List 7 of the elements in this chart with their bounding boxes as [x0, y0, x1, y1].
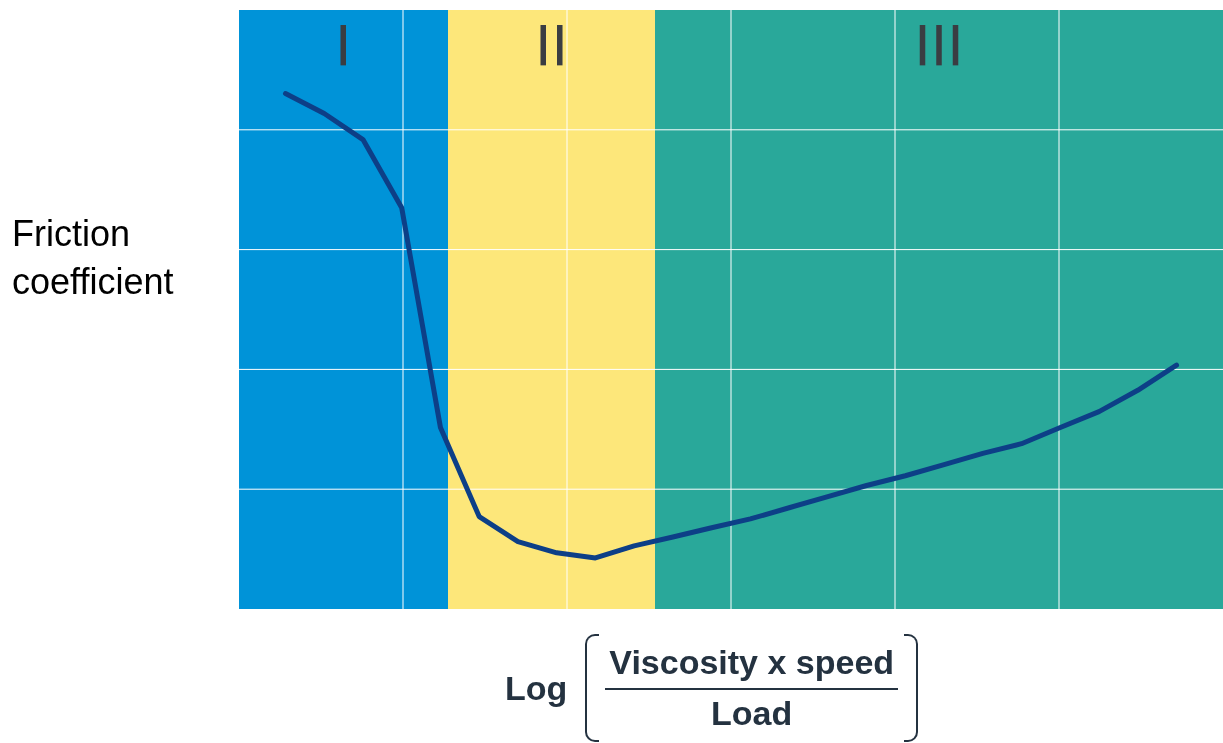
x-axis-title: Log: [505, 668, 568, 708]
text: Load: [711, 693, 793, 733]
text: Viscosity x speed: [605, 643, 899, 690]
text: III: [914, 13, 964, 78]
text: II: [534, 13, 568, 78]
text: I: [335, 13, 352, 78]
y-axis-title: Friction coefficient: [12, 212, 175, 304]
